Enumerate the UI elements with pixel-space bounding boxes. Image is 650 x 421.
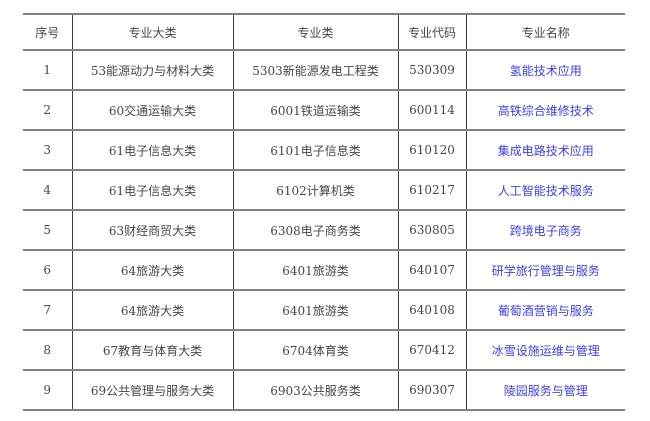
header-serial: 序号 bbox=[35, 25, 60, 40]
major-name-cell: 人工智能技术服务 bbox=[465, 170, 625, 210]
major-group-cell: 63财经商贸大类 bbox=[71, 210, 233, 250]
major-name-cell: 葡萄酒营销与服务 bbox=[465, 290, 625, 330]
major-name-link[interactable]: 冰雪设施运维与管理 bbox=[491, 343, 600, 358]
major-name-cell: 氢能技术应用 bbox=[465, 50, 625, 90]
major-class-cell: 6704体育类 bbox=[232, 330, 398, 370]
major-name-link[interactable]: 跨境电子商务 bbox=[509, 223, 582, 238]
header-major-name: 专业名称 bbox=[465, 14, 625, 50]
major-class-cell: 6401旅游类 bbox=[232, 290, 398, 330]
major-group-cell: 67教育与体育大类 bbox=[71, 330, 233, 370]
major-code-cell: 640107 bbox=[397, 250, 466, 290]
major-group-cell: 64旅游大类 bbox=[71, 290, 233, 330]
major-class-cell: 5303新能源发电工程类 bbox=[232, 50, 398, 90]
major-class-cell: 6001铁道运输类 bbox=[232, 90, 398, 130]
table-row: 1 53能源动力与材料大类 5303新能源发电工程类 530309 氢能技术应用 bbox=[23, 50, 625, 90]
major-class-cell: 6101电子信息类 bbox=[232, 130, 398, 170]
major-group-cell: 60交通运输大类 bbox=[71, 90, 233, 130]
major-group-cell: 69公共管理与服务大类 bbox=[71, 370, 233, 410]
major-name-link[interactable]: 人工智能技术服务 bbox=[497, 183, 594, 198]
table-row: 6 64旅游大类 6401旅游类 640107 研学旅行管理与服务 bbox=[23, 250, 625, 290]
major-group-cell: 53能源动力与材料大类 bbox=[71, 50, 233, 90]
table-row: 7 64旅游大类 6401旅游类 640108 葡萄酒营销与服务 bbox=[23, 290, 625, 330]
serial-cell: 5 bbox=[43, 223, 52, 237]
serial-cell: 2 bbox=[43, 103, 52, 117]
major-class-cell: 6102计算机类 bbox=[232, 170, 398, 210]
major-name-link[interactable]: 氢能技术应用 bbox=[509, 63, 582, 78]
major-code-cell: 630805 bbox=[397, 210, 466, 250]
major-group-cell: 64旅游大类 bbox=[71, 250, 233, 290]
major-name-cell: 冰雪设施运维与管理 bbox=[465, 330, 625, 370]
serial-cell: 8 bbox=[43, 343, 52, 357]
major-code-cell: 670412 bbox=[397, 330, 466, 370]
major-name-link[interactable]: 高铁综合维修技术 bbox=[497, 103, 594, 118]
major-name-cell: 集成电路技术应用 bbox=[465, 130, 625, 170]
serial-cell: 6 bbox=[43, 263, 52, 277]
table-row: 9 69公共管理与服务大类 6903公共服务类 690307 陵园服务与管理 bbox=[23, 370, 625, 410]
serial-cell: 1 bbox=[43, 63, 52, 77]
serial-cell: 4 bbox=[43, 183, 52, 197]
major-code-cell: 530309 bbox=[397, 50, 466, 90]
major-name-cell: 陵园服务与管理 bbox=[465, 370, 625, 410]
table-row: 3 61电子信息大类 6101电子信息类 610120 集成电路技术应用 bbox=[23, 130, 625, 170]
major-name-link[interactable]: 陵园服务与管理 bbox=[503, 383, 588, 398]
serial-cell: 3 bbox=[43, 143, 52, 157]
majors-table: 序号 专业大类 专业类 专业代码 专业名称 1 53能源动力与材料大类 5303… bbox=[23, 13, 625, 411]
header-major-class: 专业类 bbox=[232, 14, 398, 50]
table-row: 8 67教育与体育大类 6704体育类 670412 冰雪设施运维与管理 bbox=[23, 330, 625, 370]
major-name-link[interactable]: 葡萄酒营销与服务 bbox=[497, 303, 594, 318]
table-row: 5 63财经商贸大类 6308电子商务类 630805 跨境电子商务 bbox=[23, 210, 625, 250]
major-group-cell: 61电子信息大类 bbox=[71, 170, 233, 210]
major-group-cell: 61电子信息大类 bbox=[71, 130, 233, 170]
serial-cell: 7 bbox=[43, 303, 52, 317]
header-major-code: 专业代码 bbox=[397, 14, 466, 50]
major-name-cell: 高铁综合维修技术 bbox=[465, 90, 625, 130]
header-major-group: 专业大类 bbox=[71, 14, 233, 50]
major-class-cell: 6308电子商务类 bbox=[232, 210, 398, 250]
major-class-cell: 6903公共服务类 bbox=[232, 370, 398, 410]
major-name-link[interactable]: 研学旅行管理与服务 bbox=[491, 263, 600, 278]
major-code-cell: 640108 bbox=[397, 290, 466, 330]
major-name-cell: 跨境电子商务 bbox=[465, 210, 625, 250]
major-name-cell: 研学旅行管理与服务 bbox=[465, 250, 625, 290]
major-code-cell: 600114 bbox=[397, 90, 466, 130]
serial-cell: 9 bbox=[43, 383, 52, 397]
major-code-cell: 610120 bbox=[397, 130, 466, 170]
header-row: 序号 专业大类 专业类 专业代码 专业名称 bbox=[23, 14, 625, 50]
major-class-cell: 6401旅游类 bbox=[232, 250, 398, 290]
table-row: 4 61电子信息大类 6102计算机类 610217 人工智能技术服务 bbox=[23, 170, 625, 210]
major-code-cell: 610217 bbox=[397, 170, 466, 210]
majors-table-container: 序号 专业大类 专业类 专业代码 专业名称 1 53能源动力与材料大类 5303… bbox=[23, 13, 625, 411]
table-row: 2 60交通运输大类 6001铁道运输类 600114 高铁综合维修技术 bbox=[23, 90, 625, 130]
major-name-link[interactable]: 集成电路技术应用 bbox=[497, 143, 594, 158]
major-code-cell: 690307 bbox=[397, 370, 466, 410]
